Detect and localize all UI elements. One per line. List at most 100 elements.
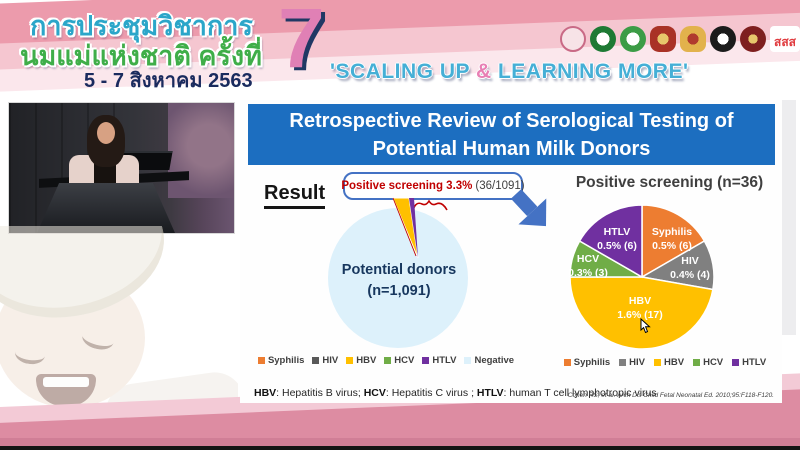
bottom-black-bar (0, 446, 800, 450)
slice-label-name: HIV (681, 255, 699, 267)
htlv-slice-label: HTLV 0.5% (6) (582, 226, 652, 253)
conference-header-banner: การประชุมวิชาการ นมแม่แห่งชาติ ครั้งที่ … (0, 0, 800, 98)
hiv-slice-label: HIV 0.4% (4) (655, 255, 725, 282)
negative-swatch-icon (464, 357, 472, 364)
right-pie-legend: Syphilis HIV HBV HCV HTLV (555, 357, 775, 368)
presenter-video-feed (8, 102, 235, 234)
callout-detail: (36/1091) (475, 180, 525, 192)
hcv-swatch-icon (693, 359, 701, 366)
slide-title: Retrospective Review of Serological Test… (248, 104, 775, 165)
legend-label: Negative (474, 355, 515, 366)
legend-label: Syphilis (267, 355, 305, 366)
potential-donors-label: Potential donors (n=1,091) (318, 260, 480, 302)
slide-right-edge-strip (782, 100, 796, 335)
wedge-red-edge (392, 197, 417, 257)
potential-donors-label-line1: Potential donors (341, 262, 457, 278)
potential-donors-label-line2: (n=1,091) (367, 283, 431, 300)
baby-teeth (43, 377, 89, 387)
tagline-open: 'SCALING UP (330, 60, 476, 83)
syphilis-slice-label: Syphilis 0.5% (6) (637, 226, 707, 253)
footnote-abbr: HCV (363, 387, 386, 399)
slide-title-line1: Retrospective Review of Serological Test… (289, 109, 734, 132)
slide-title-line2: Potential Human Milk Donors (372, 137, 651, 160)
legend-item-htlv: HTLV (732, 357, 766, 368)
callout-brace-icon (412, 199, 448, 211)
mother-child-logo-icon (560, 26, 586, 52)
edition-number: 7 (278, 0, 325, 85)
callout-highlight: Positive screening 3.3% (341, 180, 473, 192)
slice-label-name: HTLV (603, 226, 631, 238)
slice-label-value: 0.5% (6) (652, 239, 692, 252)
negative-slice (328, 208, 468, 348)
blue-arrow-icon (511, 189, 547, 227)
tagline-ampersand: & (475, 60, 492, 83)
green-emblem-2-logo-icon (620, 26, 646, 52)
legend-item-htlv: HTLV (422, 355, 456, 366)
result-heading: Result (264, 182, 326, 209)
syphilis-slice (641, 204, 706, 279)
reference-citation: Cohen RS, et al. Arch Dis Child Fetal Ne… (567, 392, 774, 399)
legend-label: HIV (322, 355, 339, 366)
legend-label: HBV (356, 355, 377, 366)
conference-title-thai-line1: การประชุมวิชาการ (30, 11, 253, 41)
htlv-slice (578, 204, 643, 279)
legend-item-hcv: HCV (693, 357, 723, 368)
tagline-close: LEARNING MORE' (491, 60, 689, 83)
legend-item-negative: Negative (464, 355, 514, 366)
positive-wedge-htlv-sliver (409, 198, 418, 258)
legend-label: HTLV (742, 357, 767, 368)
red-gold-emblem-logo-icon (650, 26, 676, 52)
legend-label: HTLV (432, 355, 457, 366)
left-pie-legend: Syphilis HIV HBV HCV HTLV Negative (257, 355, 514, 366)
legend-item-syphilis: Syphilis (257, 355, 305, 366)
slice-label-value: 1.6% (17) (617, 308, 663, 321)
hbv-slice (569, 276, 714, 350)
legend-label: Syphilis (573, 357, 611, 368)
syphilis-swatch-icon (257, 357, 265, 364)
slice-label-value: 0.3% (3) (568, 266, 608, 279)
sponsor-logos-row: สสส (560, 26, 800, 52)
legend-item-syphilis: Syphilis (563, 357, 611, 368)
conference-title-thai-line2: นมแม่แห่งชาติ ครั้งที่ (20, 41, 262, 71)
monochrome-emblem-logo-icon (710, 26, 736, 52)
footnote-definition: : Hepatitis C virus ; (385, 387, 477, 399)
maroon-emblem-logo-icon (740, 26, 766, 52)
hcv-swatch-icon (384, 357, 392, 364)
positive-screening-callout: Positive screening 3.3% (36/1091) (341, 172, 525, 200)
stage-screen-baby-image (168, 103, 234, 198)
baby-background-photo (0, 226, 238, 406)
hbv-slice-label: HBV 1.6% (17) (605, 295, 675, 322)
htlv-swatch-icon (422, 357, 430, 364)
presenter-face (97, 122, 115, 144)
positive-screening-chart-title: Positive screening (n=36) (575, 174, 764, 191)
positive-screening-pie-chart (569, 204, 715, 350)
slice-label-name: Syphilis (651, 226, 693, 238)
hiv-swatch-icon (619, 359, 627, 366)
hcv-slice-label: HCV 0.3% (3) (553, 253, 623, 280)
slice-label-name: HCV (576, 253, 600, 265)
potential-donors-pie-chart (328, 197, 468, 348)
footnote-definition: : Hepatitis B virus; (276, 387, 364, 399)
green-emblem-logo-icon (590, 26, 616, 52)
legend-label: HCV (703, 357, 724, 368)
footnote-abbr: HBV (254, 387, 277, 399)
podium (37, 183, 175, 233)
footnote-definition: : human T cell lymphotropic virus (503, 387, 657, 399)
hbv-swatch-icon (346, 357, 354, 364)
conference-dates: 5 - 7 สิงหาคม 2563 (84, 70, 253, 92)
slice-label-value: 0.5% (6) (597, 239, 637, 252)
slice-label-name: HBV (628, 295, 652, 307)
legend-label: HBV (664, 357, 685, 368)
mouse-cursor-icon (640, 318, 651, 334)
gold-crown-emblem-logo-icon (680, 26, 706, 52)
hbv-swatch-icon (654, 359, 662, 366)
presentation-slide: Retrospective Review of Serological Test… (240, 100, 782, 403)
legend-item-hiv: HIV (312, 355, 338, 366)
legend-item-hcv: HCV (384, 355, 414, 366)
slice-label-value: 0.4% (4) (670, 268, 710, 281)
legend-item-hbv: HBV (654, 357, 684, 368)
legend-label: HCV (394, 355, 415, 366)
conference-tagline: 'SCALING UP & LEARNING MORE' (330, 60, 688, 84)
footnote-abbr: HTLV (476, 387, 504, 399)
